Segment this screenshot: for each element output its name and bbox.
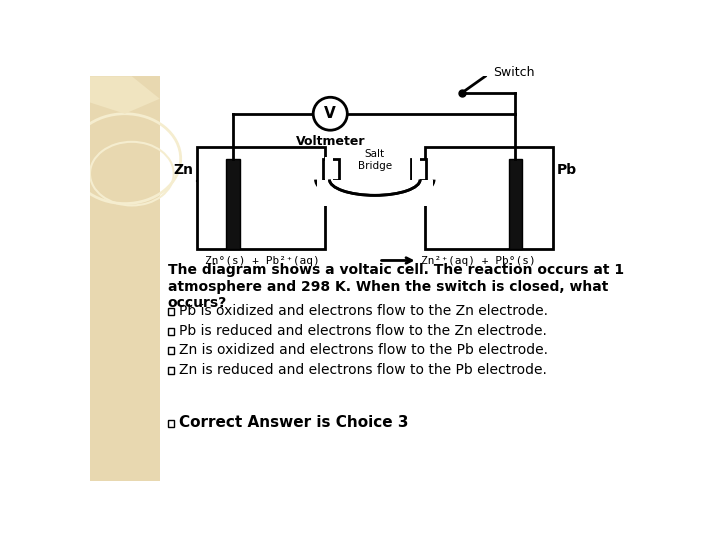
Text: Voltmeter: Voltmeter — [295, 134, 365, 148]
Bar — [168, 328, 174, 335]
Bar — [168, 367, 174, 374]
Bar — [508, 159, 523, 248]
Text: Salt
Bridge: Salt Bridge — [358, 149, 392, 171]
Bar — [168, 308, 174, 315]
Text: Switch: Switch — [493, 66, 534, 79]
Text: 1.0 M: 1.0 M — [241, 201, 280, 214]
Text: V: V — [325, 106, 336, 122]
Polygon shape — [90, 76, 160, 114]
Text: Pb is reduced and electrons flow to the Zn electrode.: Pb is reduced and electrons flow to the … — [179, 324, 547, 338]
Bar — [323, 159, 339, 180]
Bar — [168, 420, 174, 427]
Text: Zn(NO₃)₂: Zn(NO₃)₂ — [233, 221, 289, 234]
Bar — [90, 76, 160, 481]
Circle shape — [313, 97, 347, 130]
Bar — [317, 180, 433, 206]
Text: 1.0 M: 1.0 M — [469, 201, 508, 214]
Bar — [411, 159, 426, 180]
Text: Zn²⁺(aq) + Pb°(s): Zn²⁺(aq) + Pb°(s) — [421, 256, 536, 266]
Bar — [226, 159, 240, 248]
Text: The diagram shows a voltaic cell. The reaction occurs at 1
atmosphere and 298 K.: The diagram shows a voltaic cell. The re… — [168, 264, 624, 310]
Bar — [168, 347, 174, 354]
Bar — [413, 157, 420, 180]
Text: Zn°(s) + Pb²⁺(aq): Zn°(s) + Pb²⁺(aq) — [204, 256, 320, 266]
Text: Zn is reduced and electrons flow to the Pb electrode.: Zn is reduced and electrons flow to the … — [179, 363, 547, 377]
Bar — [325, 157, 333, 180]
Text: Pb is oxidized and electrons flow to the Zn electrode.: Pb is oxidized and electrons flow to the… — [179, 305, 548, 319]
Text: Zn: Zn — [173, 163, 193, 177]
Bar — [197, 147, 325, 248]
Text: Zn is oxidized and electrons flow to the Pb electrode.: Zn is oxidized and electrons flow to the… — [179, 343, 548, 357]
Bar — [425, 147, 553, 248]
Text: Correct Answer is Choice 3: Correct Answer is Choice 3 — [179, 415, 409, 430]
Text: Pb(NO₃)₂: Pb(NO₃)₂ — [462, 221, 516, 234]
Text: Pb: Pb — [557, 163, 577, 177]
